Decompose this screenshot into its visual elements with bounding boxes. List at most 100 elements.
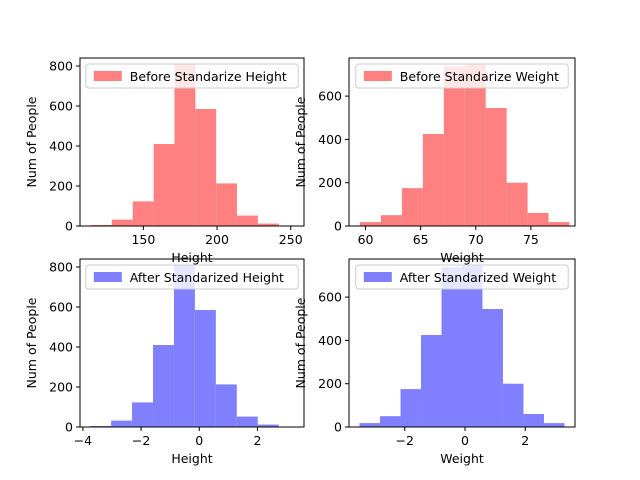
histogram-bar xyxy=(401,188,423,226)
histogram-bar xyxy=(523,414,544,427)
axes-frame xyxy=(79,57,305,227)
histogram-bar xyxy=(543,423,565,427)
y-tick-label: 0 xyxy=(65,420,73,435)
x-axis-label: Weight xyxy=(440,250,484,265)
legend-swatch xyxy=(93,71,122,81)
x-axis-label: Height xyxy=(171,451,212,466)
legend-box xyxy=(85,63,299,89)
subplot-4: After Standarized Weight −2 0 2 0 200 400 600 We… xyxy=(293,258,576,466)
y-tick-label: 400 xyxy=(49,139,73,154)
legend: Before Standarize Weight xyxy=(355,63,569,89)
subplot-1: Before Standarize Height 150 200 250 0 200 400… xyxy=(24,57,305,265)
histogram-bar xyxy=(153,144,175,226)
histogram-bar xyxy=(380,416,401,427)
legend: Before Standarize Height xyxy=(85,63,299,89)
x-tick-label: −2 xyxy=(132,433,150,448)
legend: After Standarized Height xyxy=(85,264,299,290)
y-tick-label: 400 xyxy=(318,132,342,147)
y-tick-label: 0 xyxy=(65,219,73,234)
legend-label: After Standarized Weight xyxy=(400,270,556,285)
subplot-3: After Standarized Height −4 −2 0 2 0 200 400 600… xyxy=(24,258,305,466)
legend-label: Before Standarize Height xyxy=(130,69,287,84)
legend-box xyxy=(355,63,569,89)
x-tick-label: 250 xyxy=(279,232,303,247)
histogram-bar xyxy=(485,108,507,226)
y-tick-label: 200 xyxy=(318,175,342,190)
legend: After Standarized Weight xyxy=(355,264,569,290)
legend-label: After Standarized Height xyxy=(130,270,284,285)
y-tick-label: 600 xyxy=(49,300,73,315)
legend-box xyxy=(85,264,299,290)
x-tick-label: −4 xyxy=(74,433,92,448)
y-tick-label: 0 xyxy=(334,420,342,435)
x-tick-label: 60 xyxy=(358,232,374,247)
x-tick-label: 0 xyxy=(195,433,203,448)
histogram-bar xyxy=(506,182,528,226)
y-tick-label: 200 xyxy=(49,380,73,395)
histogram-bar xyxy=(111,219,133,226)
x-tick-label: 75 xyxy=(523,232,539,247)
legend-swatch xyxy=(363,71,392,81)
histogram-bar xyxy=(380,215,402,226)
y-tick-label: 400 xyxy=(49,340,73,355)
x-tick-label: 2 xyxy=(253,433,261,448)
histogram-bar xyxy=(462,265,483,427)
y-tick-label: 600 xyxy=(318,89,342,104)
histogram-bar xyxy=(216,183,237,226)
histogram-bar xyxy=(111,420,133,427)
x-axis-label: Height xyxy=(171,250,212,265)
histogram-bar xyxy=(215,384,237,427)
axes-frame xyxy=(348,57,576,227)
histogram-bar xyxy=(421,334,442,427)
legend-swatch xyxy=(93,272,122,282)
histogram-bar xyxy=(195,109,217,226)
y-tick-label: 800 xyxy=(49,59,73,74)
x-tick-label: 150 xyxy=(131,232,155,247)
axes-frame xyxy=(79,258,305,428)
x-axis-label: Weight xyxy=(440,451,484,466)
y-tick-label: 200 xyxy=(318,376,342,391)
legend-box xyxy=(355,264,569,290)
y-tick-label: 800 xyxy=(49,260,73,275)
y-axis-label: Num of People xyxy=(293,297,308,388)
axes-frame xyxy=(348,258,576,428)
histogram-bar xyxy=(548,222,570,226)
histogram-bar xyxy=(236,416,258,427)
y-axis-label: Num of People xyxy=(24,96,39,187)
histogram-bar xyxy=(132,201,154,226)
histogram-bar xyxy=(502,383,524,427)
histogram-bar xyxy=(194,310,216,427)
subplot-2: Before Standarize Weight 60 65 70 75 0 200 400 6… xyxy=(293,57,576,265)
y-tick-label: 200 xyxy=(49,179,73,194)
y-axis-label: Num of People xyxy=(293,96,308,187)
x-tick-label: 0 xyxy=(461,433,469,448)
y-tick-label: 600 xyxy=(49,99,73,114)
histogram-bar xyxy=(153,345,174,427)
histogram-bar xyxy=(257,424,279,427)
histogram-bar xyxy=(443,66,465,226)
histogram-bar xyxy=(359,423,381,427)
x-tick-label: 200 xyxy=(205,232,229,247)
histogram-bar xyxy=(236,215,258,226)
histogram-bar xyxy=(482,309,503,427)
histogram-bar xyxy=(441,267,462,427)
histogram-bar xyxy=(173,265,195,427)
x-tick-label: 70 xyxy=(468,232,484,247)
x-tick-label: 2 xyxy=(521,433,529,448)
x-tick-label: −2 xyxy=(396,433,414,448)
y-tick-label: 600 xyxy=(318,290,342,305)
legend-swatch xyxy=(363,272,392,282)
histogram-bar xyxy=(464,64,486,227)
histogram-bar xyxy=(174,64,196,227)
histogram-bar xyxy=(257,223,279,226)
y-tick-label: 0 xyxy=(334,219,342,234)
histogram-bar xyxy=(527,213,549,226)
y-tick-label: 400 xyxy=(318,333,342,348)
y-axis-label: Num of People xyxy=(24,297,39,388)
x-tick-label: 65 xyxy=(413,232,429,247)
histogram-bar xyxy=(422,133,444,226)
histogram-bar xyxy=(360,222,381,226)
histogram-bar xyxy=(132,402,154,427)
histogram-bar xyxy=(400,389,422,427)
